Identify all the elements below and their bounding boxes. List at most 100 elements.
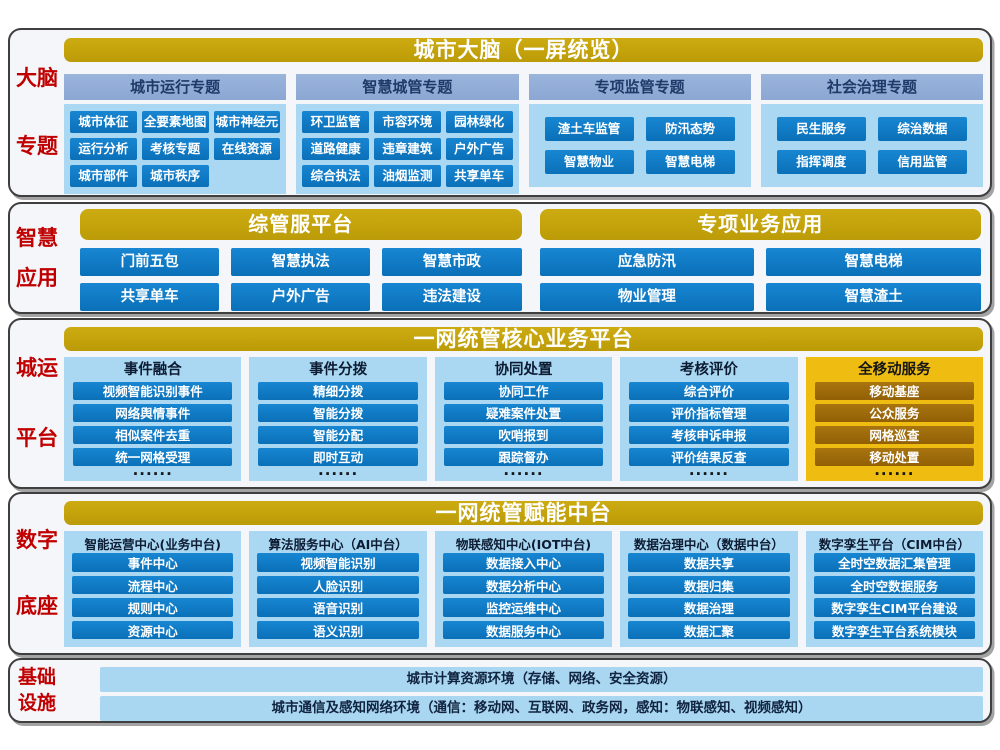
item-chip: 运行分析 — [70, 138, 137, 160]
item-chip: 智慧电梯 — [766, 248, 981, 276]
brain-content: 城市大脑（一屏统览） 城市运行专题 城市体征 全要素地图 城市神经元 运行分析 … — [64, 30, 990, 195]
column-header: 物联感知中心(IOT中台) — [455, 537, 592, 552]
side-label-line: 专题 — [16, 134, 58, 159]
infra-content: 城市计算资源环境（存储、网络、安全资源） 城市通信及感知网络环境（通信：移动网、… — [64, 660, 990, 721]
group-special-business-apps: 专项业务应用 应急防汛 智慧电梯 物业管理 智慧渣土 — [539, 209, 981, 311]
group-header: 城市运行专题 — [64, 74, 287, 100]
column-event-fusion: 事件融合 视频智能识别事件 网络舆情事件 相似案件去重 统一网格受理 ·····… — [64, 357, 242, 482]
item-chip: 城市秩序 — [141, 165, 209, 187]
group-body: 渣土车监管 防汛态势 智慧物业 智慧电梯 — [528, 104, 751, 187]
column-header: 事件分拨 — [309, 362, 368, 378]
item-chip: 视频智能识别事件 — [73, 382, 233, 400]
side-label-line: 大脑 — [16, 65, 58, 90]
apps-row: 综管服平台 门前五包 智慧执法 智慧市政 共享单车 户外广告 违法建设 专项业务… — [80, 209, 981, 311]
column-header: 算法服务中心（AI中台） — [268, 537, 408, 552]
column-assessment-evaluation: 考核评价 综合评价 评价指标管理 考核申诉申报 评价结果反查 ······ — [620, 357, 798, 482]
column-header: 考核评价 — [679, 362, 738, 378]
layer-city-operation-platform: 城运 平台 一网统管核心业务平台 事件融合 视频智能识别事件 网络舆情事件 相似… — [8, 318, 992, 489]
side-label-line: 底座 — [16, 593, 58, 618]
item-chip: 市容环境 — [374, 111, 441, 133]
item-chip: 公众服务 — [814, 404, 975, 422]
layer-digital-base: 数字 底座 一网统管赋能中台 智能运营中心(业务中台) 事件中心 流程中心 规则… — [8, 492, 992, 655]
item-chip: 监控运维中心 — [442, 598, 605, 617]
infra-bar-compute-resources: 城市计算资源环境（存储、网络、安全资源） — [100, 667, 983, 692]
item-chip: 门前五包 — [80, 248, 220, 276]
column-header: 智能运营中心(业务中台) — [84, 537, 221, 552]
item-chip: 城市神经元 — [213, 111, 281, 133]
item-chip: 道路健康 — [302, 138, 369, 160]
item-chip: 城市体征 — [70, 111, 137, 133]
item-chip: 考核专题 — [141, 138, 209, 160]
group-header: 专项监管专题 — [528, 74, 751, 100]
item-chip: 人脸识别 — [257, 575, 419, 595]
item-chip: 协同工作 — [443, 382, 604, 400]
item-chip: 视频智能识别 — [257, 553, 419, 572]
side-label-city-operation: 城运 平台 — [10, 320, 64, 487]
item-chip: 智慧执法 — [231, 248, 371, 276]
middle-content: 一网统管赋能中台 智能运营中心(业务中台) 事件中心 流程中心 规则中心 资源中… — [64, 494, 990, 653]
apps-content: 综管服平台 门前五包 智慧执法 智慧市政 共享单车 户外广告 违法建设 专项业务… — [64, 204, 990, 312]
item-chip: 智能分配 — [258, 426, 418, 444]
side-label-line: 智慧 — [16, 225, 58, 250]
item-chip: 资源中心 — [72, 620, 234, 639]
item-chip: 事件中心 — [72, 553, 234, 572]
item-chip: 移动基座 — [814, 382, 975, 400]
item-chip: 智慧市政 — [382, 248, 522, 276]
item-chip: 移动处置 — [814, 448, 975, 466]
column-full-mobile-service: 全移动服务 移动基座 公众服务 网格巡查 移动处置 ······ — [805, 357, 984, 482]
group-body: 门前五包 智慧执法 智慧市政 共享单车 户外广告 违法建设 — [80, 248, 522, 311]
infra-bars: 城市计算资源环境（存储、网络、安全资源） 城市通信及感知网络环境（通信：移动网、… — [100, 667, 983, 721]
item-chip: 应急防汛 — [539, 248, 755, 276]
item-chip: 规则中心 — [72, 598, 234, 617]
item-chip: 语音识别 — [257, 598, 419, 617]
item-chip: 吹哨报到 — [443, 426, 604, 444]
group-integrated-mgmt-platform: 综管服平台 门前五包 智慧执法 智慧市政 共享单车 户外广告 违法建设 — [80, 209, 522, 311]
item-chip: 数据归集 — [628, 575, 790, 595]
infra-bar-network-perception: 城市通信及感知网络环境（通信：移动网、互联网、政务网，感知：物联感知、视频感知） — [100, 696, 983, 721]
item-chip: 评价结果反查 — [629, 448, 789, 466]
core-content: 一网统管核心业务平台 事件融合 视频智能识别事件 网络舆情事件 相似案件去重 统… — [64, 320, 990, 487]
item-chip: 数据治理 — [628, 598, 790, 617]
banner-city-brain: 城市大脑（一屏统览） — [64, 38, 983, 62]
column-header: 数字孪生平台（CIM中台） — [818, 537, 970, 552]
item-chip: 渣土车监管 — [544, 117, 634, 141]
item-chip: 城市部件 — [70, 165, 137, 187]
column-data-governance-center: 数据治理中心（数据中台） 数据共享 数据归集 数据治理 数据汇聚 — [620, 531, 798, 647]
side-label-line: 基础 — [17, 665, 56, 688]
item-chip: 数据服务中心 — [442, 620, 605, 639]
item-chip: 智能分拨 — [258, 404, 418, 422]
item-chip: 跟踪督办 — [443, 448, 604, 466]
middle-columns-row: 智能运营中心(业务中台) 事件中心 流程中心 规则中心 资源中心 算法服务中心（… — [64, 531, 984, 647]
item-chip: 数据接入中心 — [442, 553, 605, 572]
side-label-line: 数字 — [16, 528, 58, 553]
item-chip: 全时空数据汇集管理 — [813, 553, 976, 572]
item-chip: 环卫监管 — [302, 111, 369, 133]
item-chip: 数据共享 — [628, 553, 790, 572]
column-header: 协同处置 — [494, 362, 553, 378]
item-chip: 评价指标管理 — [629, 404, 789, 422]
item-chip: 数据汇聚 — [628, 620, 790, 639]
item-chip: 数据分析中心 — [442, 575, 605, 595]
item-chip: 语义识别 — [257, 620, 419, 639]
group-special-supervision-topics: 专项监管专题 渣土车监管 防汛态势 智慧物业 智慧电梯 — [528, 74, 751, 187]
item-chip: 即时互动 — [258, 448, 418, 466]
group-header: 智慧城管专题 — [296, 74, 519, 100]
banner-enabling-middle-platform: 一网统管赋能中台 — [64, 501, 983, 525]
item-chip: 网络舆情事件 — [73, 404, 233, 422]
group-body: 城市体征 全要素地图 城市神经元 运行分析 考核专题 在线资源 城市部件 城市秩… — [64, 104, 287, 194]
item-chip: 户外广告 — [445, 138, 513, 160]
banner-core-business-platform: 一网统管核心业务平台 — [64, 327, 983, 351]
item-chip: 综治数据 — [877, 117, 967, 141]
item-chip: 在线资源 — [213, 138, 281, 160]
item-chip: 流程中心 — [72, 575, 234, 595]
column-header: 事件融合 — [123, 362, 182, 378]
item-chip: 智慧物业 — [544, 150, 634, 174]
item-chip: 统一网格受理 — [73, 448, 233, 466]
group-header: 社会治理专题 — [760, 74, 983, 100]
column-event-dispatch: 事件分拨 精细分拨 智能分拨 智能分配 即时互动 ······ — [249, 357, 427, 482]
item-chip: 全时空数据服务 — [813, 575, 976, 595]
item-chip: 相似案件去重 — [73, 426, 233, 444]
item-chip: 违法建设 — [382, 283, 522, 311]
column-collaborative-disposal: 协同处置 协同工作 疑难案件处置 吹哨报到 跟踪督办 ······ — [434, 357, 613, 482]
